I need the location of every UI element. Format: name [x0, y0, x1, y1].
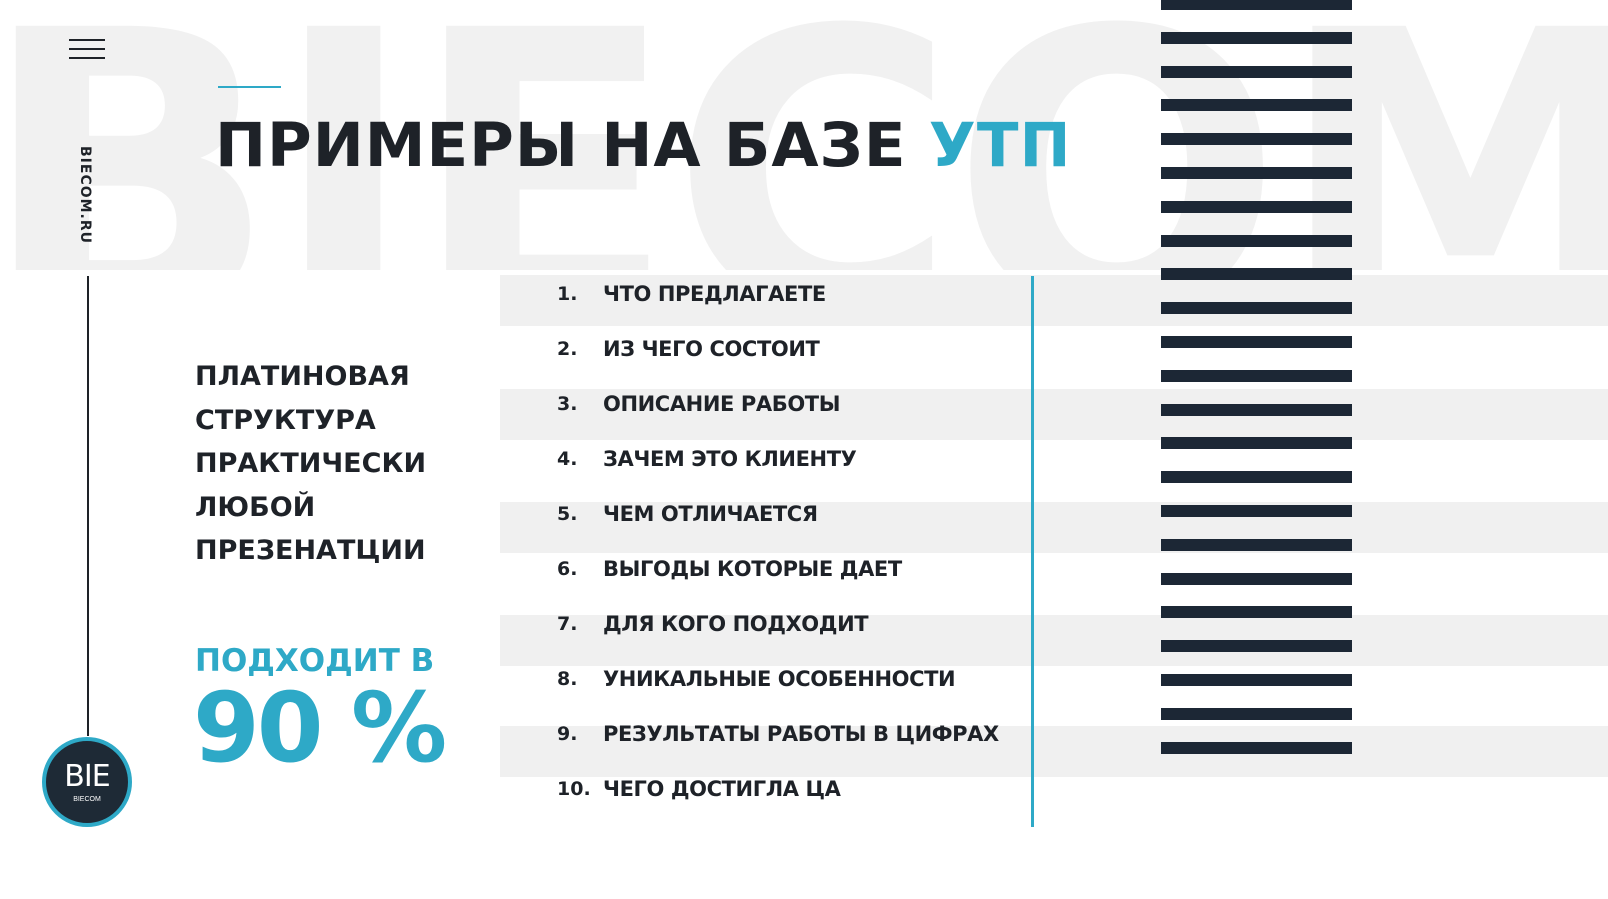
decorative-bar	[1161, 471, 1352, 484]
row-stripe	[500, 615, 1608, 666]
list-item: 7. ДЛЯ КОГО ПОДХОДИТ	[557, 596, 869, 652]
logo-text: BIE	[64, 758, 110, 794]
list-number: 6.	[557, 558, 578, 580]
list-label: ЧЕГО ДОСТИГЛА ЦА	[603, 777, 841, 801]
decorative-bar	[1161, 606, 1352, 619]
list-label: ЗАЧЕМ ЭТО КЛИЕНТУ	[603, 447, 857, 471]
list-label: ВЫГОДЫ КОТОРЫЕ ДАЕТ	[603, 557, 902, 581]
decorative-bar	[1161, 505, 1352, 517]
title-accent: УТП	[928, 110, 1072, 181]
menu-line	[69, 48, 105, 50]
decorative-bar	[1161, 674, 1352, 686]
decorative-bar	[1161, 31, 1352, 44]
decorative-bar	[1161, 65, 1352, 78]
decorative-bar	[1161, 268, 1352, 281]
list-number: 2.	[557, 338, 578, 360]
list-number: 3.	[557, 393, 578, 415]
list-item: 5. ЧЕМ ОТЛИЧАЕТСЯ	[557, 486, 818, 542]
decorative-bar	[1161, 99, 1352, 112]
logo-badge[interactable]: BIE BIECOM	[42, 737, 132, 827]
percent-value: 90 %	[193, 672, 447, 784]
description-line: СТРУКТУРА	[195, 404, 376, 436]
description-line: ПЛАТИНОВАЯ	[195, 361, 410, 392]
decorative-bar	[1161, 0, 1352, 10]
list-item: 8. УНИКАЛЬНЫЕ ОСОБЕННОСТИ	[557, 651, 956, 707]
row-stripe	[500, 389, 1608, 440]
decorative-bar	[1161, 369, 1352, 382]
list-label: ЧЕМ ОТЛИЧАЕТСЯ	[603, 502, 818, 526]
list-item: 10. ЧЕГО ДОСТИГЛА ЦА	[557, 761, 841, 817]
structure-description: ПЛАТИНОВАЯ СТРУКТУРА ПРАКТИЧЕСКИ ЛЮБОЙ П…	[195, 355, 426, 573]
title-accent-line	[218, 86, 281, 88]
decorative-bar	[1161, 741, 1352, 754]
site-url[interactable]: BIECOM.RU	[77, 146, 93, 245]
list-number: 5.	[557, 503, 578, 525]
row-stripe	[500, 502, 1608, 553]
decorative-bar	[1161, 437, 1352, 450]
menu-line	[69, 57, 105, 59]
list-label: ДЛЯ КОГО ПОДХОДИТ	[603, 612, 869, 636]
description-line: ПРЕЗЕНАТЦИИ	[195, 535, 426, 566]
list-item: 3. ОПИСАНИЕ РАБОТЫ	[557, 376, 840, 432]
suits-label: ПОДХОДИТ В	[195, 643, 435, 679]
list-divider-line	[1031, 276, 1034, 827]
list-number: 7.	[557, 613, 578, 635]
description-line: ЛЮБОЙ	[195, 491, 316, 523]
list-label: ИЗ ЧЕГО СОСТОИТ	[603, 337, 820, 361]
list-item: 4. ЗАЧЕМ ЭТО КЛИЕНТУ	[557, 431, 857, 487]
list-label: РЕЗУЛЬТАТЫ РАБОТЫ В ЦИФРАХ	[603, 722, 999, 746]
decorative-bar	[1161, 234, 1352, 247]
decorative-bar	[1161, 167, 1352, 179]
list-number: 1.	[557, 283, 578, 305]
list-label: ОПИСАНИЕ РАБОТЫ	[603, 392, 841, 416]
description-line: ПРАКТИЧЕСКИ	[195, 448, 427, 479]
list-number: 10.	[557, 778, 591, 800]
list-label: УНИКАЛЬНЫЕ ОСОБЕННОСТИ	[603, 667, 956, 691]
list-number: 8.	[557, 668, 578, 690]
menu-line	[69, 39, 105, 41]
list-item: 2. ИЗ ЧЕГО СОСТОИТ	[557, 321, 820, 377]
decorative-bar	[1161, 640, 1352, 653]
list-number: 9.	[557, 723, 578, 745]
decorative-bar	[1161, 403, 1352, 416]
row-stripe	[500, 726, 1608, 777]
page-title: ПРИМЕРЫ НА БАЗЕ УТП	[215, 110, 1072, 181]
hamburger-menu-icon[interactable]	[69, 39, 105, 61]
title-main: ПРИМЕРЫ НА БАЗЕ	[215, 110, 907, 181]
decorative-bar	[1161, 572, 1352, 585]
vertical-divider-line	[87, 276, 89, 736]
decorative-bar	[1161, 200, 1352, 213]
decorative-bar	[1161, 336, 1352, 348]
list-item: 1. ЧТО ПРЕДЛАГАЕТЕ	[557, 266, 826, 322]
list-item: 9. РЕЗУЛЬТАТЫ РАБОТЫ В ЦИФРАХ	[557, 706, 999, 762]
list-label: ЧТО ПРЕДЛАГАЕТЕ	[603, 282, 826, 306]
decorative-bar	[1161, 302, 1352, 315]
list-item: 6. ВЫГОДЫ КОТОРЫЕ ДАЕТ	[557, 541, 902, 597]
row-stripes	[500, 0, 1608, 899]
logo-subtext: BIECOM	[73, 795, 101, 803]
decorative-bars	[1161, 0, 1352, 754]
decorative-bar	[1161, 538, 1352, 551]
decorative-bar	[1161, 707, 1352, 720]
decorative-bar	[1161, 133, 1352, 146]
row-stripe	[500, 275, 1608, 326]
list-number: 4.	[557, 448, 578, 470]
